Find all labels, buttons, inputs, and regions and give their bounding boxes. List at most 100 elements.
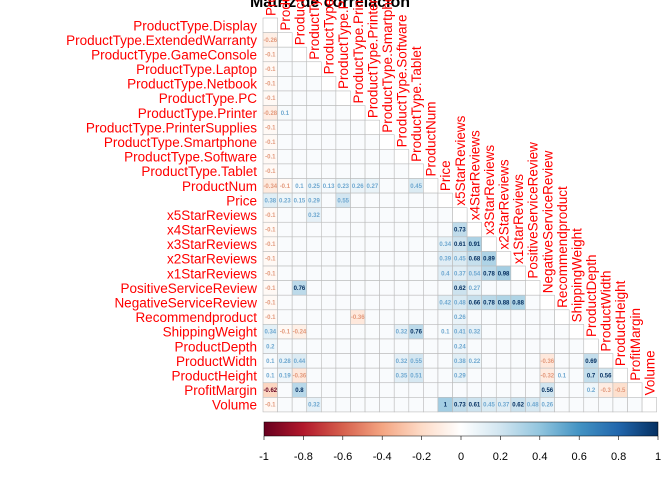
heatmap-cell [568, 324, 585, 340]
heatmap-cell [364, 119, 380, 136]
heatmap-cell [539, 338, 555, 354]
cell-value-label: 0.28 [279, 359, 291, 365]
heatmap-cell [423, 251, 439, 267]
heatmap-cell [408, 280, 424, 296]
heatmap-cell [306, 149, 322, 165]
cell-value-label: -0.28 [263, 111, 277, 117]
heatmap-cell [554, 309, 570, 325]
cell-value-label: 0.19 [279, 373, 291, 379]
heatmap-cell [393, 163, 410, 179]
cell-value-label: 0.89 [483, 257, 495, 263]
column-label: ProductType.PC [336, 0, 351, 89]
cell-value-label: -0.36 [540, 359, 554, 365]
heatmap-cell [554, 324, 570, 340]
column-label: ProductType.Tablet [409, 46, 424, 162]
heatmap-cell [350, 207, 366, 223]
heatmap-cell [321, 338, 337, 354]
heatmap-cell [306, 338, 322, 354]
heatmap-cell [364, 236, 380, 252]
heatmap-cell [393, 338, 410, 354]
heatmap-cell [350, 221, 366, 238]
heatmap-cell [277, 338, 293, 354]
cell-value-label: 0.76 [294, 286, 306, 292]
heatmap-cell [437, 192, 453, 208]
heatmap-cell [452, 382, 468, 398]
heatmap-cell [568, 382, 585, 398]
heatmap-cell [641, 397, 657, 413]
column-label: ShippingWeight [569, 228, 584, 323]
heatmap-cell [350, 119, 366, 136]
cell-value-label: 0.78 [483, 301, 495, 307]
heatmap-cell [510, 265, 526, 281]
heatmap-cell [306, 353, 322, 369]
cell-value-label: 0.27 [367, 184, 379, 190]
heatmap-cell [393, 149, 410, 165]
heatmap-cell [408, 192, 424, 208]
heatmap-cell [510, 367, 526, 384]
heatmap-cell [364, 207, 380, 223]
cell-value-label: 0.32 [469, 330, 481, 336]
heatmap-cell [321, 163, 337, 179]
heatmap-cell [423, 309, 439, 325]
heatmap-cell [335, 382, 351, 398]
heatmap-cell [481, 236, 497, 252]
color-scale-tick-label: 0.4 [532, 451, 547, 463]
heatmap-cell [306, 382, 322, 398]
cell-value-label: -0.36 [293, 373, 307, 379]
cell-value-label: 0.48 [454, 301, 466, 307]
heatmap-cell [379, 221, 395, 238]
heatmap-cell [291, 119, 308, 136]
heatmap-cell [277, 76, 293, 92]
heatmap-cell [306, 76, 322, 92]
cell-value-label: 0.39 [439, 257, 451, 263]
heatmap-cell [568, 367, 585, 384]
column-label: ProductType.Display [263, 0, 278, 16]
heatmap-cell [306, 236, 322, 252]
heatmap-cell [291, 149, 308, 165]
column-label: Volume [642, 350, 657, 395]
cell-value-label: -0.1 [265, 213, 276, 219]
cell-value-label: -0.24 [293, 330, 307, 336]
heatmap-cell [423, 221, 439, 238]
heatmap-cell [481, 280, 497, 296]
heatmap-cell [379, 251, 395, 267]
heatmap-cell [335, 221, 351, 238]
heatmap-cell [277, 46, 293, 63]
heatmap-cell [481, 367, 497, 384]
heatmap-cell [335, 90, 351, 106]
heatmap-cell [364, 251, 380, 267]
heatmap-cell [364, 280, 380, 296]
heatmap-cell [306, 294, 322, 311]
cell-value-label: 0.1 [266, 373, 275, 379]
cell-value-label: 0.26 [541, 403, 553, 409]
heatmap-cell [466, 221, 482, 238]
heatmap-cell [379, 397, 395, 413]
heatmap-cell [335, 251, 351, 267]
heatmap-cell [291, 221, 308, 238]
heatmap-cell [335, 236, 351, 252]
heatmap-cell [379, 149, 395, 165]
heatmap-cell [379, 163, 395, 179]
heatmap-cell [364, 149, 380, 165]
heatmap-cell [321, 119, 337, 136]
cell-value-label: -0.1 [265, 96, 276, 102]
cell-value-label: -0.1 [265, 257, 276, 263]
column-label: x3StarReviews [482, 145, 497, 235]
heatmap-cell [510, 353, 526, 369]
cell-value-label: 0.37 [498, 403, 510, 409]
heatmap-cell [598, 353, 614, 369]
row-label: ProductType.Display [133, 18, 257, 33]
cell-value-label: 0.69 [585, 359, 597, 365]
row-label: ShippingWeight [163, 325, 258, 340]
heatmap-cell [321, 105, 337, 121]
heatmap-cell [291, 61, 308, 77]
heatmap-cell [627, 382, 643, 398]
heatmap-cell [277, 309, 293, 325]
heatmap-cell [393, 236, 410, 252]
cell-value-label: 0.88 [512, 301, 524, 307]
heatmap-cell [291, 397, 308, 413]
heatmap-cell [306, 309, 322, 325]
cell-value-label: 0.45 [410, 184, 422, 190]
cell-value-label: 0.32 [396, 330, 408, 336]
